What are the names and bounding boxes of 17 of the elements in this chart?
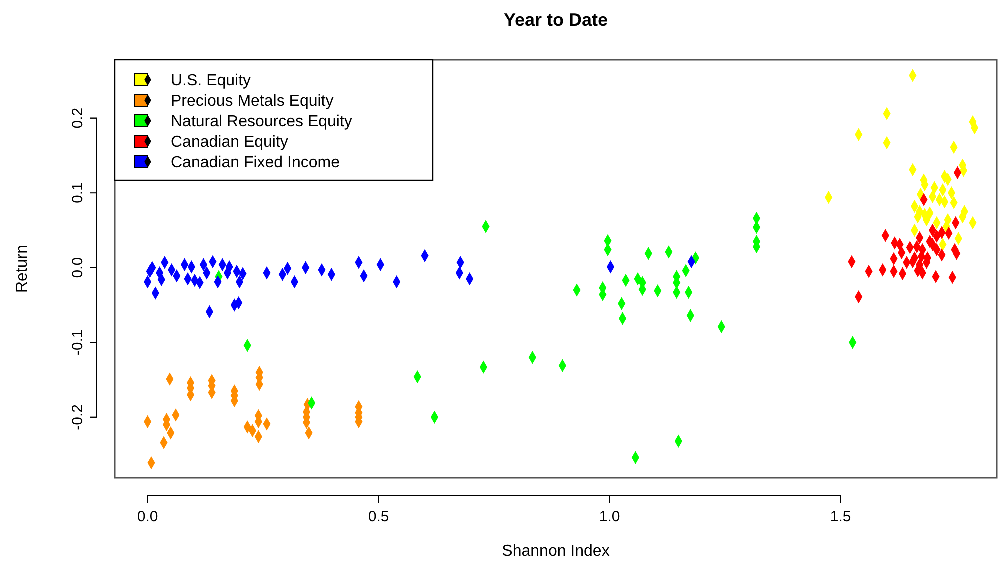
x-tick-label: 1.5 [830, 508, 852, 526]
y-tick-label: -0.2 [69, 404, 86, 430]
legend-label: Canadian Fixed Income [171, 154, 340, 172]
y-tick-label: 0.0 [69, 257, 86, 278]
x-tick-label: 0.0 [137, 508, 158, 526]
x-tick-label: 0.5 [368, 508, 390, 526]
legend-label: U.S. Equity [171, 72, 252, 90]
chart-title: Year to Date [504, 10, 608, 30]
y-axis-title: Return [14, 244, 31, 294]
x-tick-label: 1.0 [599, 508, 620, 526]
y-tick-label: -0.1 [69, 330, 86, 356]
legend-label: Natural Resources Equity [171, 114, 352, 131]
x-axis-title: Shannon Index [502, 543, 610, 560]
y-tick-label: 0.1 [69, 182, 86, 204]
legend-label: Canadian Equity [171, 134, 288, 152]
legend-label: Precious Metals Equity [171, 93, 334, 110]
y-tick-label: 0.2 [69, 108, 86, 129]
